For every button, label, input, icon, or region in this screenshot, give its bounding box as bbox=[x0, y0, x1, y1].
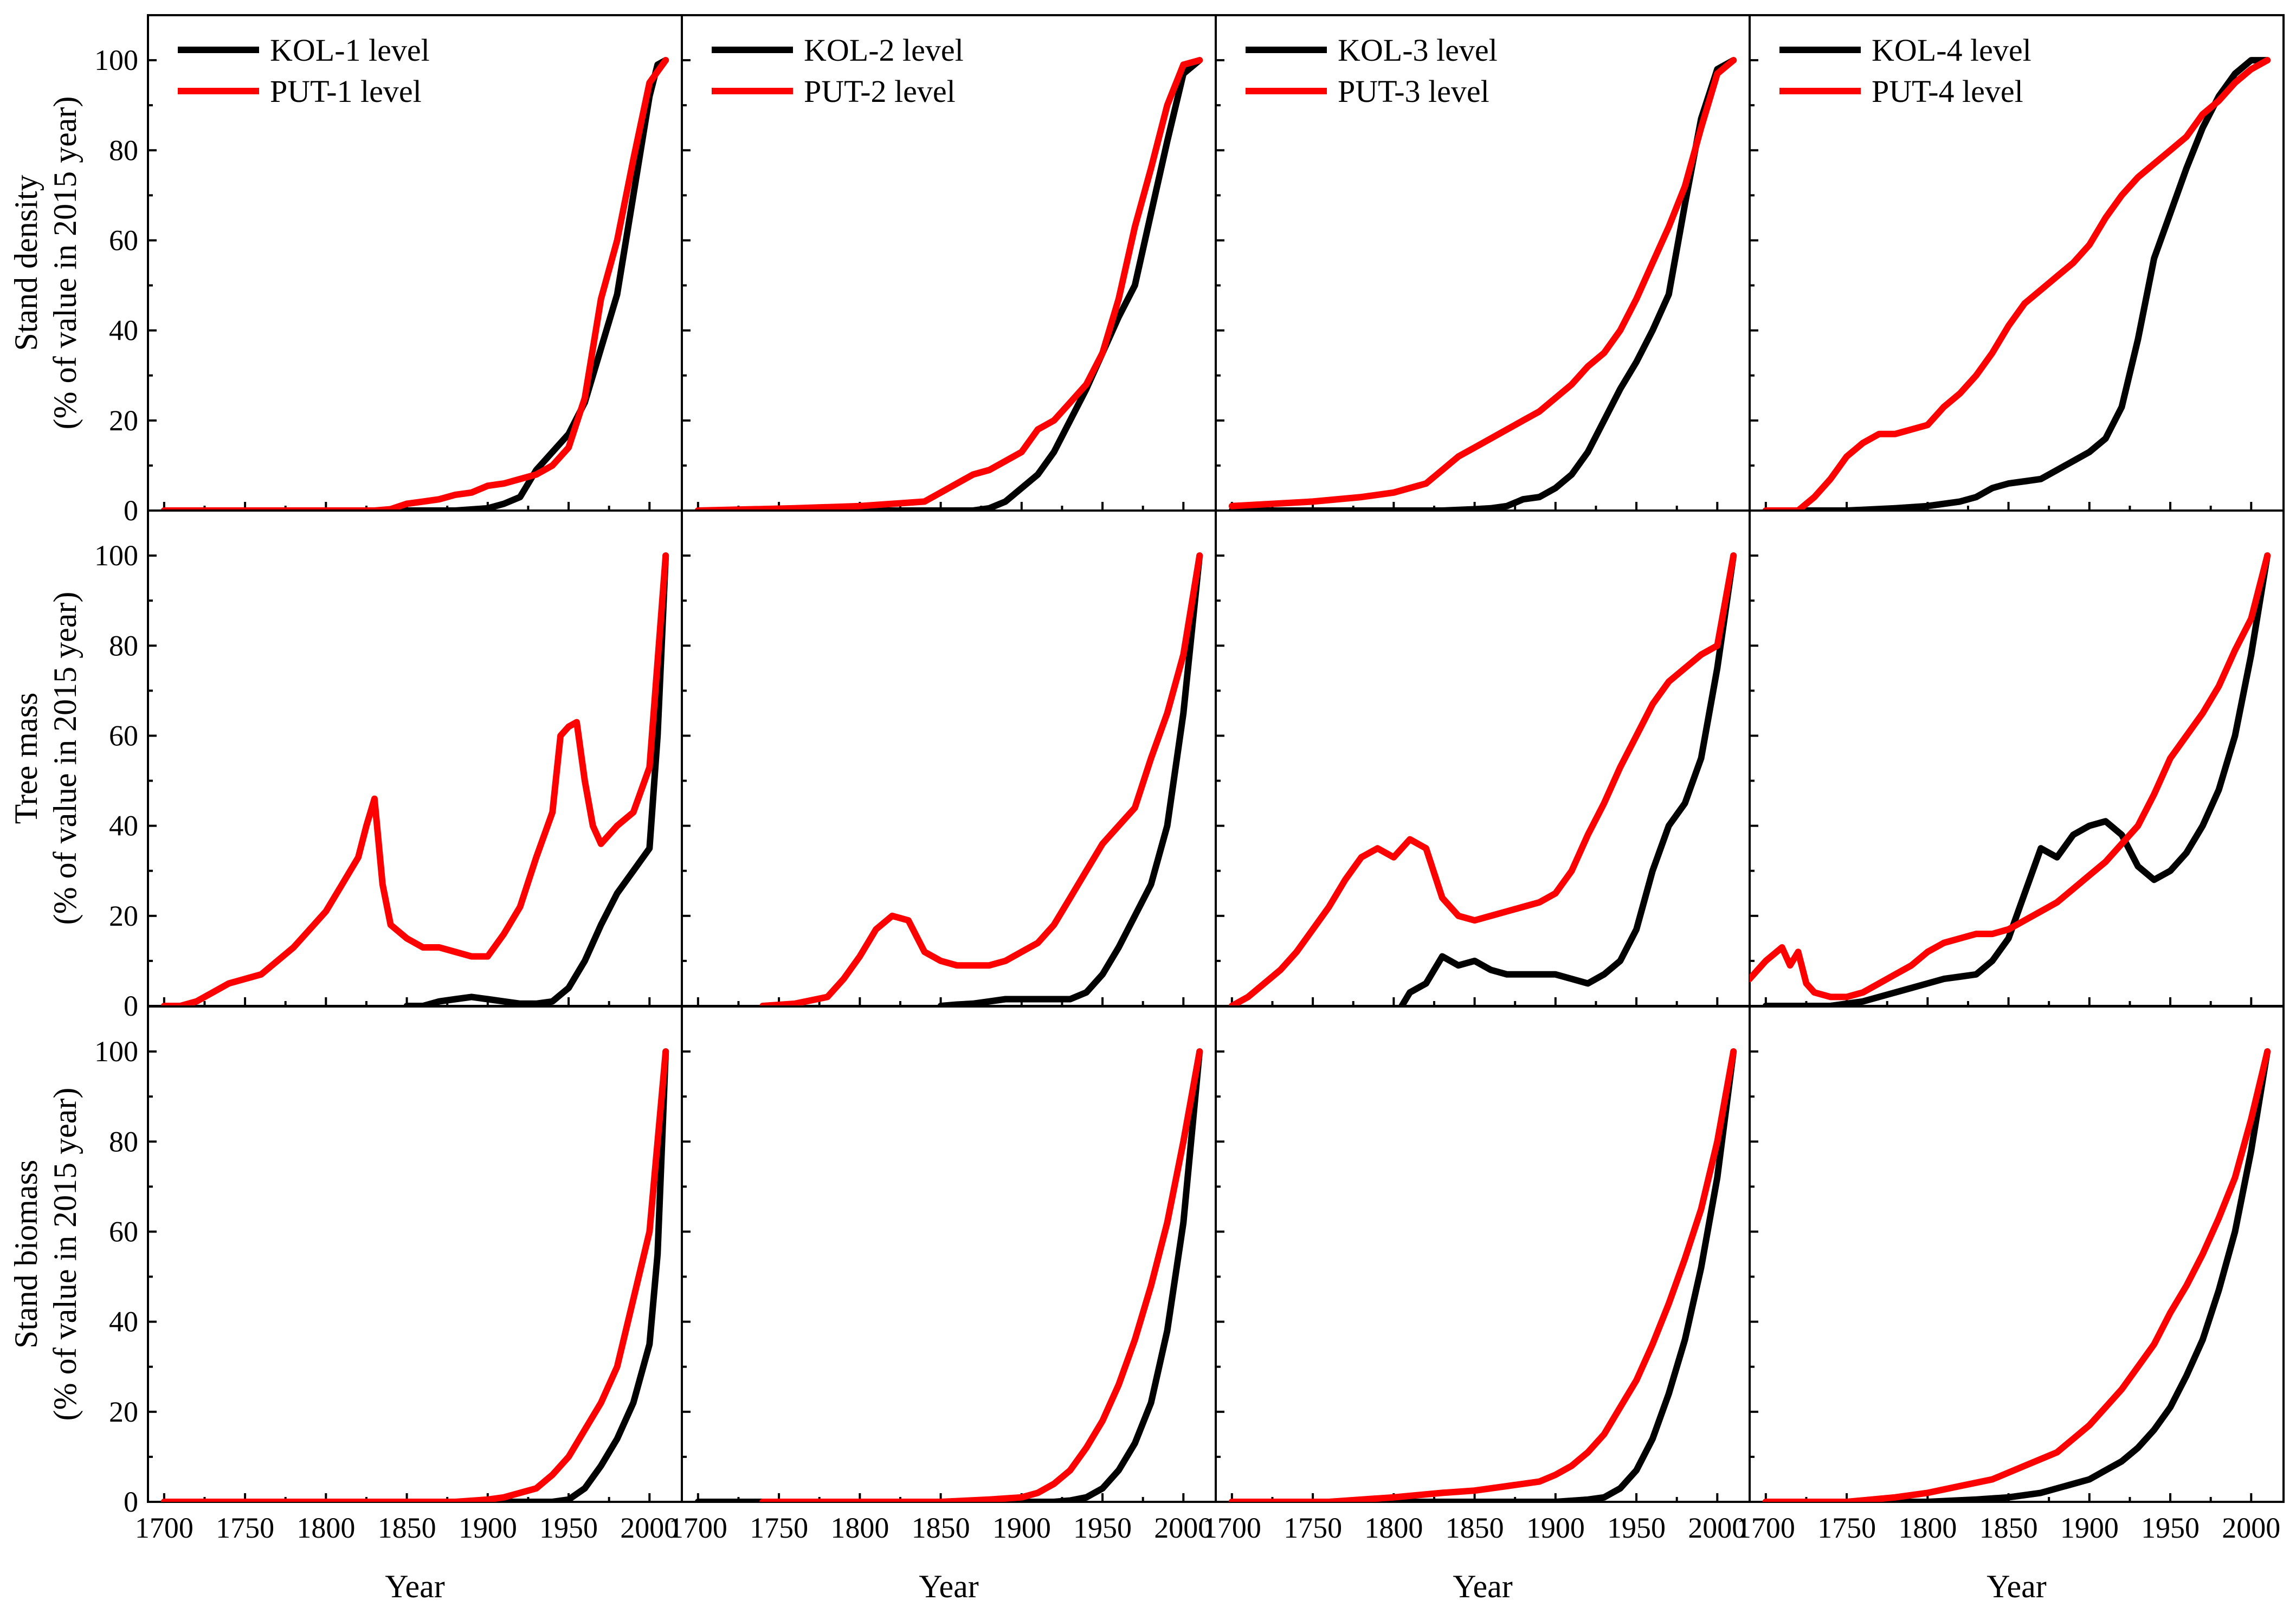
y-tick-label-row-1-40: 40 bbox=[109, 314, 138, 347]
y-tick-label-row-3-100: 100 bbox=[94, 1035, 138, 1068]
x-tick-label-c2-1900: 1900 bbox=[992, 1512, 1051, 1544]
series-line-r3-c2-kol bbox=[694, 1048, 1203, 1502]
series-line-r3-c3-put bbox=[1228, 1048, 1737, 1502]
panel-frame-r2-c1 bbox=[147, 509, 683, 1007]
panel-frame-r2-c2 bbox=[681, 509, 1217, 1007]
x-axis-label-c3: Year bbox=[1453, 1569, 1513, 1604]
series-line-r1-c1-put bbox=[160, 57, 669, 511]
y-tick-label-row-1-0: 0 bbox=[124, 494, 138, 527]
series-line-r1-c1-kol bbox=[160, 57, 669, 511]
y-tick-label-row-3-80: 80 bbox=[109, 1125, 138, 1158]
x-tick-label-c2-1950: 1950 bbox=[1073, 1512, 1132, 1544]
x-tick-label-c2-1850: 1850 bbox=[912, 1512, 970, 1544]
legend-label-c1-put: PUT-1 level bbox=[270, 74, 422, 109]
x-tick-label-c3-1750: 1750 bbox=[1284, 1512, 1342, 1544]
x-tick-label-c4-1900: 1900 bbox=[2060, 1512, 2119, 1544]
legend-label-c4-put: PUT-4 level bbox=[1872, 74, 2023, 109]
y-axis-sublabel-row-3: (% of value in 2015 year) bbox=[47, 1088, 83, 1421]
x-tick-label-c4-1950: 1950 bbox=[2141, 1512, 2200, 1544]
x-tick-label-c3-1700: 1700 bbox=[1203, 1512, 1261, 1544]
y-tick-label-row-1-100: 100 bbox=[94, 44, 138, 76]
series-line-r1-c4-put bbox=[1762, 57, 2271, 511]
x-tick-label-c2-1800: 1800 bbox=[830, 1512, 889, 1544]
legend-label-c1-kol: KOL-1 level bbox=[270, 33, 430, 68]
panel-frame-r3-c3 bbox=[1215, 1005, 1751, 1503]
x-tick-label-c1-1850: 1850 bbox=[378, 1512, 436, 1544]
x-tick-label-c4-1850: 1850 bbox=[1979, 1512, 2038, 1544]
y-axis-label-tree-mass: Tree mass bbox=[8, 693, 44, 824]
series-line-r1-c4-kol bbox=[1762, 57, 2271, 511]
series-line-r1-c2-kol bbox=[694, 57, 1203, 511]
series-line-r2-c1-put bbox=[160, 552, 669, 1006]
series-line-r2-c2-put bbox=[759, 552, 1203, 1006]
legend-label-c2-kol: KOL-2 level bbox=[804, 33, 964, 68]
panel-frame-r3-c1 bbox=[147, 1005, 683, 1503]
series-line-r1-c2-put bbox=[694, 57, 1203, 511]
series-line-r2-c2-kol bbox=[937, 552, 1203, 1006]
y-tick-label-row-2-0: 0 bbox=[124, 990, 138, 1022]
x-tick-label-c4-1750: 1750 bbox=[1817, 1512, 1876, 1544]
y-axis-label-stand-density: Stand density bbox=[8, 175, 44, 351]
y-tick-label-row-2-40: 40 bbox=[109, 810, 138, 842]
y-tick-label-row-3-60: 60 bbox=[109, 1215, 138, 1248]
series-line-r2-c4-kol bbox=[1762, 552, 2271, 1006]
series-line-r2-c3-kol bbox=[1398, 552, 1737, 1006]
y-tick-label-row-2-80: 80 bbox=[109, 629, 138, 662]
x-tick-label-c2-1750: 1750 bbox=[750, 1512, 808, 1544]
x-tick-label-c3-1800: 1800 bbox=[1364, 1512, 1423, 1544]
x-tick-label-c1-1700: 1700 bbox=[135, 1512, 194, 1544]
panel-frame-r3-c4 bbox=[1749, 1005, 2285, 1503]
x-tick-label-c1-2000: 2000 bbox=[620, 1512, 679, 1544]
legend-label-c2-put: PUT-2 level bbox=[804, 74, 956, 109]
series-line-r3-c1-put bbox=[160, 1048, 669, 1502]
y-tick-label-row-2-100: 100 bbox=[94, 539, 138, 572]
legend-label-c4-kol: KOL-4 level bbox=[1872, 33, 2031, 68]
series-line-r1-c3-put bbox=[1228, 57, 1737, 509]
panel-frame-r2-c4 bbox=[1749, 509, 2285, 1007]
series-line-r3-c1-kol bbox=[160, 1048, 669, 1502]
y-axis-sublabel-row-1: (% of value in 2015 year) bbox=[47, 96, 83, 430]
x-tick-label-c4-1800: 1800 bbox=[1898, 1512, 1957, 1544]
series-line-r1-c3-kol bbox=[1228, 57, 1737, 511]
x-tick-label-c2-1700: 1700 bbox=[669, 1512, 727, 1544]
y-tick-label-row-1-20: 20 bbox=[109, 404, 138, 437]
x-axis-label-c1: Year bbox=[385, 1569, 445, 1604]
x-tick-label-c1-1950: 1950 bbox=[539, 1512, 598, 1544]
x-tick-label-c1-1750: 1750 bbox=[216, 1512, 274, 1544]
x-axis-label-c2: Year bbox=[919, 1569, 979, 1604]
series-line-r2-c1-kol bbox=[403, 552, 669, 1006]
y-axis-label-stand-biomass: Stand biomass bbox=[8, 1160, 44, 1348]
x-tick-label-c2-2000: 2000 bbox=[1154, 1512, 1213, 1544]
x-axis-label-c4: Year bbox=[1987, 1569, 2047, 1604]
y-tick-label-row-1-80: 80 bbox=[109, 134, 138, 166]
x-tick-label-c3-1950: 1950 bbox=[1607, 1512, 1666, 1544]
x-tick-label-c3-2000: 2000 bbox=[1688, 1512, 1746, 1544]
y-axis-sublabel-row-2: (% of value in 2015 year) bbox=[47, 592, 83, 925]
series-line-r3-c4-kol bbox=[1762, 1048, 2271, 1502]
x-tick-label-c3-1900: 1900 bbox=[1526, 1512, 1585, 1544]
legend-label-c3-put: PUT-3 level bbox=[1338, 74, 1489, 109]
legend-label-c3-kol: KOL-3 level bbox=[1338, 33, 1498, 68]
series-line-r2-c4-put bbox=[1750, 552, 2271, 1001]
series-line-r3-c2-put bbox=[759, 1048, 1203, 1502]
series-line-r3-c3-kol bbox=[1228, 1048, 1737, 1502]
y-tick-label-row-3-40: 40 bbox=[109, 1306, 138, 1338]
y-tick-label-row-3-0: 0 bbox=[124, 1486, 138, 1518]
panel-frame-r3-c2 bbox=[681, 1005, 1217, 1503]
x-tick-label-c1-1900: 1900 bbox=[459, 1512, 517, 1544]
y-tick-label-row-2-60: 60 bbox=[109, 719, 138, 752]
series-line-r3-c4-put bbox=[1762, 1048, 2271, 1502]
x-tick-label-c1-1800: 1800 bbox=[296, 1512, 355, 1544]
series-line-r2-c3-put bbox=[1228, 552, 1737, 1006]
panel-frame-r2-c3 bbox=[1215, 509, 1751, 1007]
y-tick-label-row-2-20: 20 bbox=[109, 900, 138, 932]
x-tick-label-c4-1700: 1700 bbox=[1737, 1512, 1795, 1544]
y-tick-label-row-3-20: 20 bbox=[109, 1396, 138, 1428]
x-tick-label-c4-2000: 2000 bbox=[2222, 1512, 2280, 1544]
x-tick-label-c3-1850: 1850 bbox=[1446, 1512, 1504, 1544]
y-tick-label-row-1-60: 60 bbox=[109, 224, 138, 256]
